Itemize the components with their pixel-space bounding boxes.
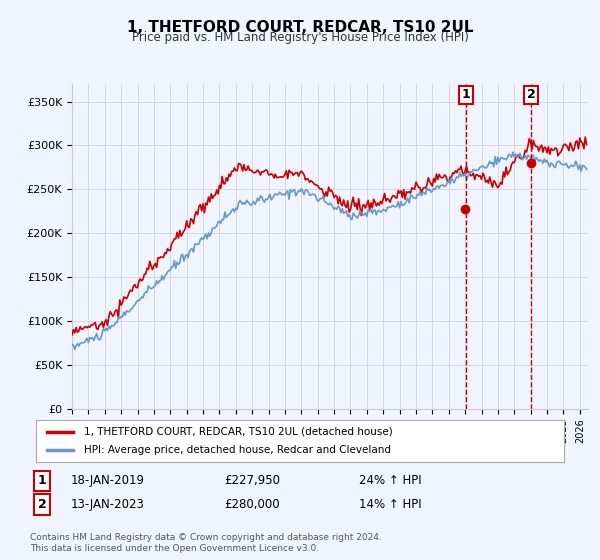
Text: 2: 2 <box>38 498 46 511</box>
Text: 1, THETFORD COURT, REDCAR, TS10 2UL (detached house): 1, THETFORD COURT, REDCAR, TS10 2UL (det… <box>83 427 392 437</box>
Text: 1: 1 <box>38 474 46 487</box>
Text: Contains HM Land Registry data © Crown copyright and database right 2024.
This d: Contains HM Land Registry data © Crown c… <box>30 533 382 553</box>
Text: 1: 1 <box>461 88 470 101</box>
Text: £280,000: £280,000 <box>224 498 280 511</box>
Text: 18-JAN-2019: 18-JAN-2019 <box>71 474 145 487</box>
Text: £227,950: £227,950 <box>224 474 280 487</box>
Text: 1, THETFORD COURT, REDCAR, TS10 2UL: 1, THETFORD COURT, REDCAR, TS10 2UL <box>127 20 473 35</box>
Text: Price paid vs. HM Land Registry's House Price Index (HPI): Price paid vs. HM Land Registry's House … <box>131 31 469 44</box>
Text: 24% ↑ HPI: 24% ↑ HPI <box>359 474 421 487</box>
Text: 2: 2 <box>527 88 536 101</box>
Text: 14% ↑ HPI: 14% ↑ HPI <box>359 498 421 511</box>
Text: 13-JAN-2023: 13-JAN-2023 <box>71 498 145 511</box>
Text: HPI: Average price, detached house, Redcar and Cleveland: HPI: Average price, detached house, Redc… <box>83 445 391 455</box>
